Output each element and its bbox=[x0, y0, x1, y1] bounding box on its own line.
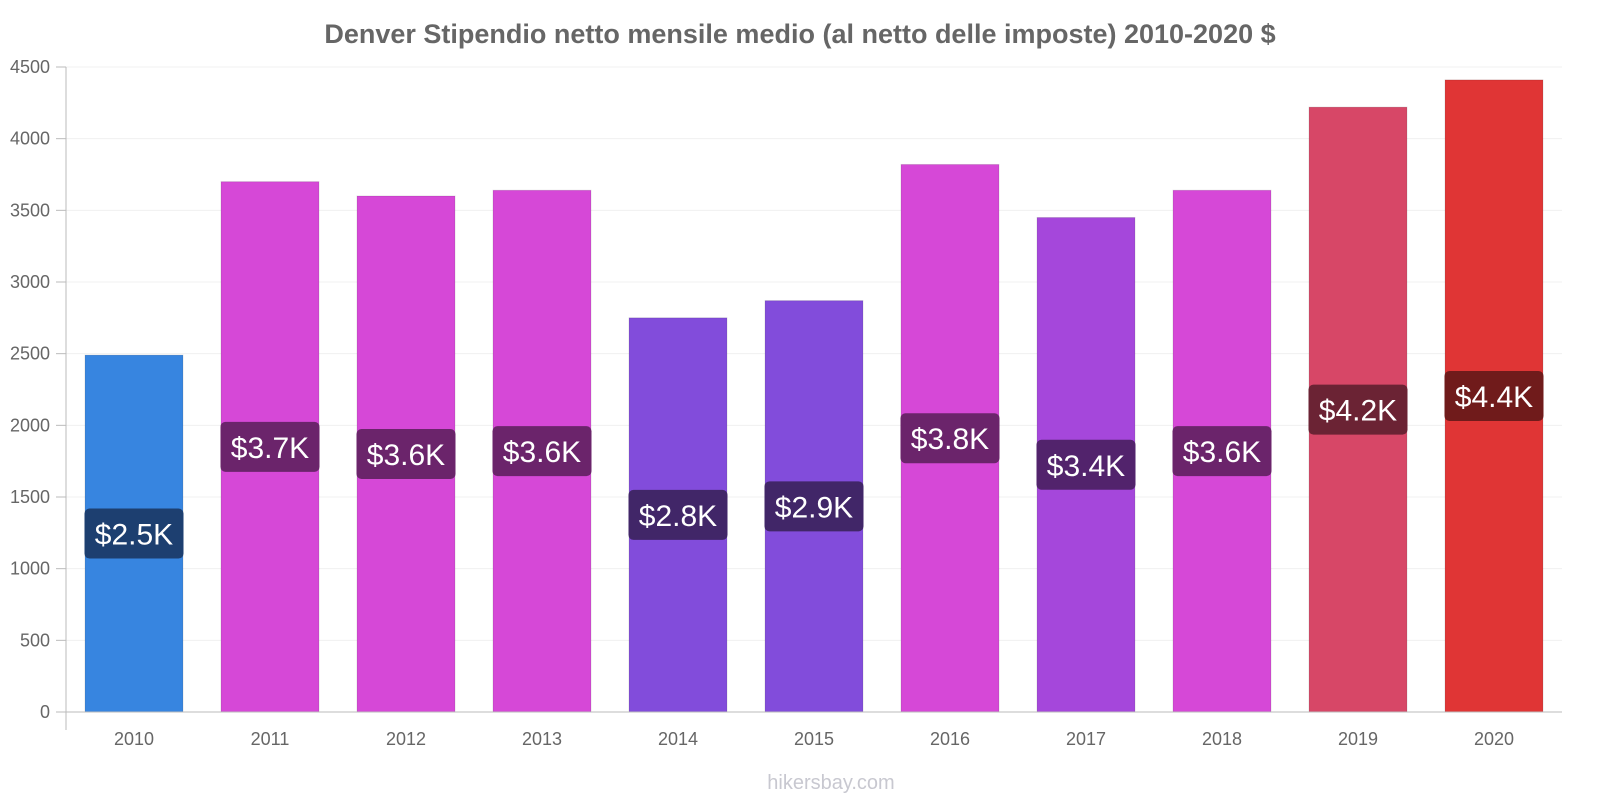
data-label-box-2012 bbox=[356, 429, 456, 479]
x-tick-label-2013: 2013 bbox=[522, 729, 562, 749]
data-label-2016: $3.8K bbox=[911, 423, 989, 456]
chart-title: Denver Stipendio netto mensile medio (al… bbox=[324, 19, 1275, 49]
x-tick-label-2018: 2018 bbox=[1202, 729, 1242, 749]
data-label-2013: $3.6K bbox=[503, 436, 581, 469]
data-label-box-2016 bbox=[900, 413, 1000, 464]
x-tick-label-2016: 2016 bbox=[930, 729, 970, 749]
data-label-2020: $4.4K bbox=[1455, 381, 1533, 414]
y-axis-tick-labels: 0 500 1000 1500 2000 2500 3000 3500 4000 4500 bbox=[10, 57, 50, 722]
data-label-box-2020 bbox=[1444, 370, 1544, 421]
data-label-box-2017 bbox=[1036, 439, 1136, 490]
x-tick-label-2012: 2012 bbox=[386, 729, 426, 749]
data-label-box-2015 bbox=[764, 481, 864, 532]
y-tick-label: 3500 bbox=[10, 200, 50, 220]
data-label-box-2013 bbox=[492, 426, 592, 477]
data-label-2014: $2.8K bbox=[639, 500, 717, 533]
y-tick-label: 3000 bbox=[10, 272, 50, 292]
x-tick-label-2020: 2020 bbox=[1474, 729, 1514, 749]
y-tick-label: 2000 bbox=[10, 415, 50, 435]
data-label-2017: $3.4K bbox=[1047, 450, 1125, 483]
x-tick-label-2017: 2017 bbox=[1066, 729, 1106, 749]
data-label-box-2010 bbox=[84, 508, 184, 559]
data-label-2015: $2.9K bbox=[775, 491, 853, 524]
y-tick-label: 4000 bbox=[10, 129, 50, 149]
y-tick-label: 1500 bbox=[10, 487, 50, 507]
data-label-2010: $2.5K bbox=[95, 519, 173, 552]
x-axis-tick-labels: 2010 2011 2012 2013 2014 2015 2016 2017 2018 2019… bbox=[114, 729, 1514, 749]
x-tick-label-2014: 2014 bbox=[658, 729, 698, 749]
y-tick-label: 2500 bbox=[10, 344, 50, 364]
data-label-box-2011 bbox=[220, 421, 320, 472]
data-label-box-2018 bbox=[1172, 426, 1272, 477]
watermark-text: hikersbay.com bbox=[767, 772, 894, 794]
data-label-box-2019 bbox=[1308, 384, 1408, 435]
x-tick-label-2019: 2019 bbox=[1338, 729, 1378, 749]
data-labels: $2.5K $3.7K $3.6K $3.6K $2.8K $2.9K $3.8K $3.4K… bbox=[84, 370, 1544, 559]
data-label-2011: $3.7K bbox=[231, 432, 309, 465]
y-tick-label: 0 bbox=[40, 702, 50, 722]
data-label-2018: $3.6K bbox=[1183, 436, 1261, 469]
data-label-2012: $3.6K bbox=[367, 439, 445, 472]
y-tick-label: 4500 bbox=[10, 57, 50, 77]
y-tick-label: 1000 bbox=[10, 559, 50, 579]
y-tick-label: 500 bbox=[20, 630, 50, 650]
axes bbox=[56, 67, 1562, 730]
x-tick-label-2015: 2015 bbox=[794, 729, 834, 749]
data-label-box-2014 bbox=[628, 489, 728, 540]
x-tick-label-2010: 2010 bbox=[114, 729, 154, 749]
data-label-2019: $4.2K bbox=[1319, 395, 1397, 428]
x-tick-label-2011: 2011 bbox=[251, 729, 290, 749]
